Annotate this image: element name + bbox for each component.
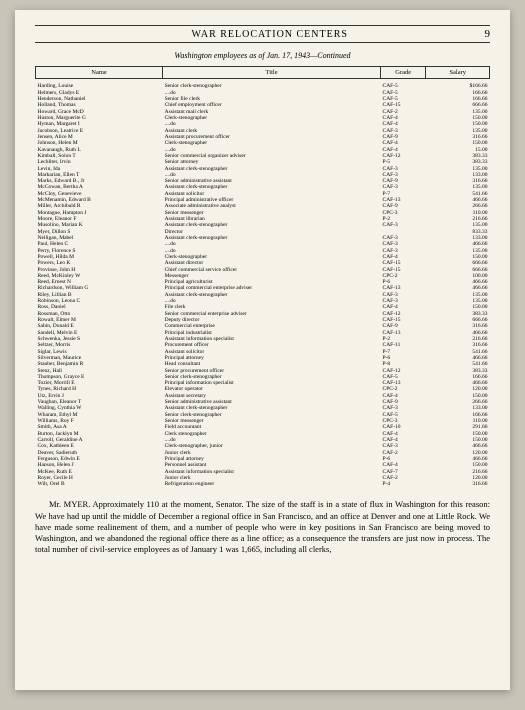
col-name: Name — [36, 67, 163, 79]
col-salary: Salary — [426, 67, 490, 79]
cell-title: Refrigeration engineer — [163, 481, 381, 487]
cell-name: Wilt, Orel B — [36, 481, 163, 487]
table-row: Harding, LouiseSenior clerk-stenographer… — [36, 79, 490, 90]
col-grade: Grade — [381, 67, 426, 79]
table-subtitle: Washington employees as of Jan. 17, 1943… — [35, 51, 490, 60]
employee-table: Name Title Grade Salary Harding, LouiseS… — [35, 66, 490, 487]
cell-salary: 316.66 — [426, 481, 490, 487]
page-header: WAR RELOCATION CENTERS 9 — [35, 28, 490, 43]
page-number: 9 — [485, 28, 491, 40]
rule-top — [35, 25, 490, 26]
cell-name: Harding, Louise — [36, 79, 163, 90]
table-header-row: Name Title Grade Salary — [36, 67, 490, 79]
table-row: Wilt, Orel BRefrigeration engineerP-4316… — [36, 481, 490, 487]
header-title: WAR RELOCATION CENTERS — [55, 29, 485, 40]
cell-salary: $166.66 — [426, 79, 490, 90]
document-page: WAR RELOCATION CENTERS 9 Washington empl… — [15, 10, 510, 690]
cell-grade: CAF-5 — [381, 79, 426, 90]
table-body: Harding, LouiseSenior clerk-stenographer… — [36, 79, 490, 488]
col-title: Title — [163, 67, 381, 79]
body-paragraph: Mr. MYER. Approximately 110 at the momen… — [35, 499, 490, 554]
cell-grade: P-4 — [381, 481, 426, 487]
cell-title: Senior clerk-stenographer — [163, 79, 381, 90]
